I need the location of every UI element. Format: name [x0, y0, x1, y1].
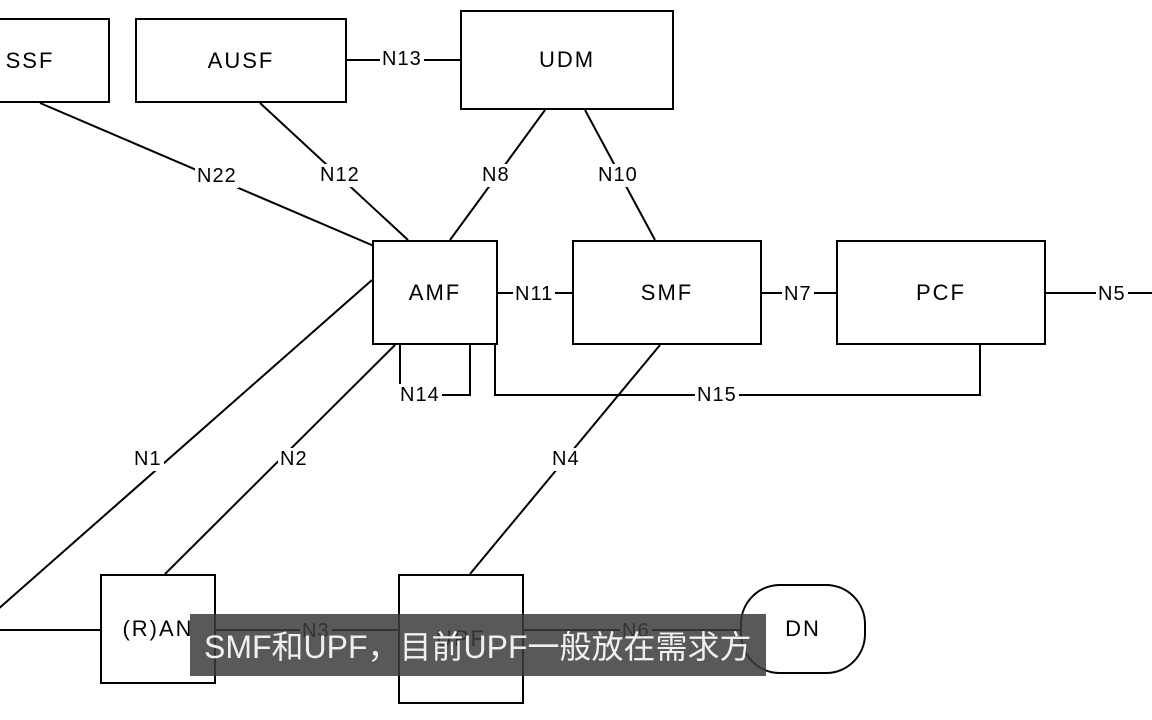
node-ssf: SSF: [0, 18, 110, 103]
edge-label-N22: N22: [195, 165, 239, 188]
edge-label-N11: N11: [513, 283, 555, 306]
edge-label-N4: N4: [550, 448, 582, 471]
node-amf: AMF: [372, 240, 498, 345]
edge-label-N7: N7: [782, 283, 814, 306]
edge-label-N5: N5: [1096, 283, 1128, 306]
edge-label-N12: N12: [318, 164, 362, 187]
subtitle-text: SMF和UPF，目前UPF一般放在需求方: [204, 629, 752, 665]
subtitle-caption: SMF和UPF，目前UPF一般放在需求方: [190, 614, 766, 676]
edge-label-N13: N13: [380, 48, 424, 71]
node-udm: UDM: [460, 10, 674, 110]
edge-label-N8: N8: [480, 164, 512, 187]
node-ausf: AUSF: [135, 18, 347, 103]
edge-label-N1: N1: [132, 448, 164, 471]
edge-label-N14: N14: [398, 384, 442, 407]
edge-label-N15: N15: [695, 384, 739, 407]
edge-label-N10: N10: [596, 164, 640, 187]
node-smf: SMF: [572, 240, 762, 345]
edge-label-N2: N2: [278, 448, 310, 471]
node-pcf: PCF: [836, 240, 1046, 345]
network-diagram: SSFAUSFUDMAMFSMFPCF(R)ANUPFDN N13N22N12N…: [0, 0, 1152, 720]
